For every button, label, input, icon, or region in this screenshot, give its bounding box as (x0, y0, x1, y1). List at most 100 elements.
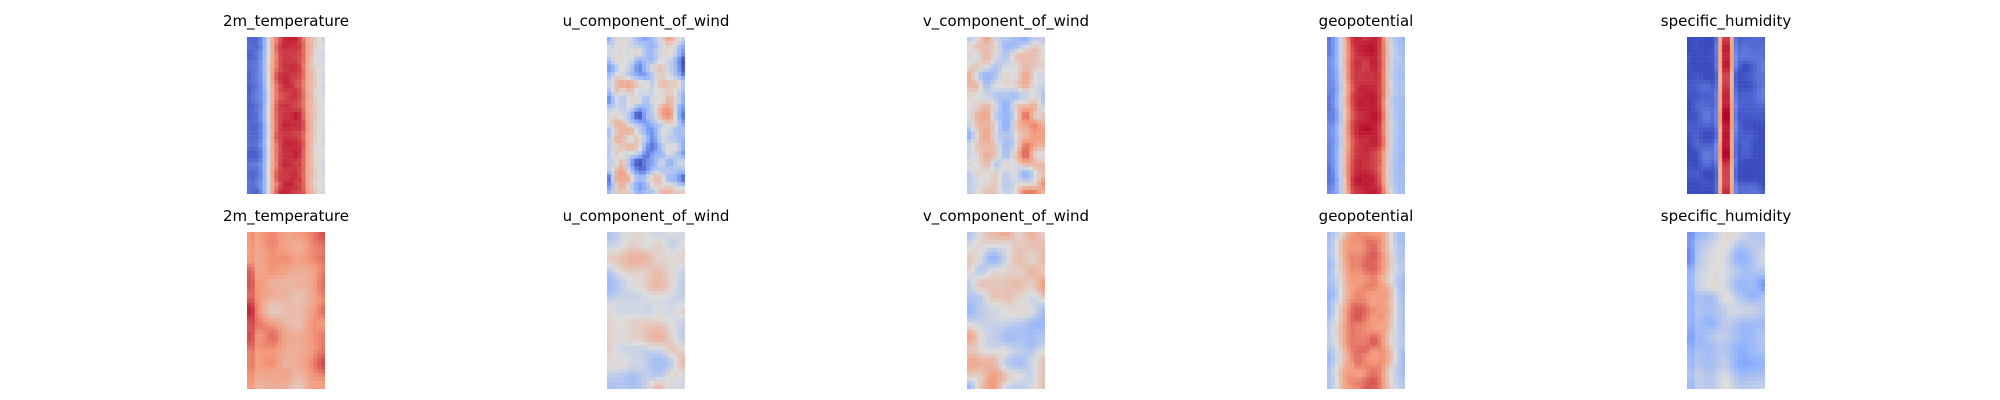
heatmap-cell (677, 232, 682, 237)
heatmap-cell (1757, 190, 1762, 194)
heatmap-cell (309, 95, 314, 100)
heatmap-cell (270, 80, 275, 85)
heatmap-cell (258, 64, 263, 69)
heatmap-cell (293, 60, 298, 65)
heatmap-cell (321, 150, 325, 155)
heatmap-cell (653, 146, 658, 152)
heatmap-cell (1025, 40, 1030, 46)
heatmap-cell (681, 37, 685, 42)
heatmap-cell (297, 64, 302, 69)
heatmap-cell (1745, 142, 1750, 148)
heatmap-cell (634, 146, 639, 152)
heatmap-cell (1729, 107, 1734, 112)
heatmap-cell (1369, 107, 1374, 112)
heatmap-cell (994, 166, 999, 171)
heatmap-cell (1013, 60, 1018, 65)
heatmap-cell (317, 190, 322, 194)
heatmap-cell (293, 345, 298, 350)
heatmap-cell (673, 139, 678, 144)
heatmap-cell (1397, 131, 1402, 136)
heatmap-cell (1377, 139, 1382, 144)
heatmap-cell (994, 170, 999, 175)
heatmap-cell (289, 357, 294, 362)
heatmap-cell (1741, 127, 1746, 132)
heatmap-cell (1745, 48, 1750, 53)
heatmap-cell (266, 357, 271, 362)
heatmap-cell (626, 239, 631, 244)
heatmap-cell (1737, 80, 1742, 85)
heatmap-cell (305, 40, 310, 46)
heatmap-cell (317, 235, 322, 241)
heatmap-cell (313, 302, 318, 307)
heatmap-cell (254, 76, 259, 81)
heatmap-cell (258, 349, 263, 354)
heatmap-cell (254, 290, 259, 295)
heatmap-cell (1037, 150, 1042, 155)
heatmap-cell (622, 37, 627, 42)
heatmap-cell (642, 119, 647, 124)
heatmap-cell (289, 154, 294, 159)
heatmap-cell (293, 99, 298, 104)
heatmap-cell (278, 251, 283, 256)
heatmap-cell (1002, 150, 1007, 155)
heatmap-cell (1013, 56, 1018, 61)
heatmap-cell (661, 135, 666, 140)
heatmap-cell (247, 60, 252, 65)
heatmap-cell (289, 48, 294, 53)
heatmap-cell (250, 267, 255, 272)
heatmap-cell (1714, 80, 1719, 85)
heatmap-cell (630, 60, 635, 65)
heatmap-cell (681, 135, 685, 140)
heatmap-cell (305, 80, 310, 85)
heatmap-cell (653, 115, 658, 120)
heatmap-cell (1702, 107, 1707, 112)
heatmap-cell (982, 37, 987, 42)
heatmap-cell (1385, 40, 1390, 46)
heatmap-cell (677, 150, 682, 155)
heatmap-cell (1706, 186, 1711, 191)
heatmap-cell (665, 243, 670, 248)
heatmap-cell (673, 232, 678, 237)
heatmap-cell (254, 263, 259, 268)
heatmap-cell (618, 52, 623, 57)
heatmap-cell (1327, 64, 1332, 69)
heatmap-cell (1698, 95, 1703, 100)
heatmap-cell (970, 48, 975, 53)
heatmap-cell (1749, 146, 1754, 152)
heatmap-cell (634, 88, 639, 93)
heatmap-cell (1710, 84, 1715, 89)
heatmap-cell (282, 154, 287, 159)
heatmap-cell (321, 247, 325, 252)
heatmap-cell (1753, 119, 1758, 124)
heatmap-cell (978, 52, 983, 57)
heatmap-cell (1366, 91, 1371, 97)
heatmap-cell (293, 377, 298, 382)
heatmap-cell (317, 259, 322, 264)
heatmap-cell (258, 377, 263, 382)
heatmap-cell (638, 255, 643, 260)
heatmap-cell (254, 115, 259, 120)
heatmap-cell (1358, 178, 1363, 183)
heatmap-cell (270, 357, 275, 362)
heatmap-cell (1373, 178, 1378, 183)
heatmap-cell (247, 377, 252, 382)
heatmap-cell (266, 341, 271, 347)
heatmap-cell (286, 251, 291, 256)
heatmap-cell (1687, 88, 1692, 93)
heatmap-cell (1389, 131, 1394, 136)
heatmap-cell (301, 345, 306, 350)
heatmap-cell (1369, 44, 1374, 49)
heatmap-cell (626, 103, 631, 108)
heatmap-cell (1327, 72, 1332, 77)
heatmap-cell (289, 44, 294, 49)
heatmap-cell (1009, 135, 1014, 140)
heatmap-cell (1393, 170, 1398, 175)
heatmap-cell (266, 243, 271, 248)
heatmap-cell (970, 103, 975, 108)
heatmap-cell (1013, 80, 1018, 85)
heatmap-cell (653, 235, 658, 241)
heatmap-cell (313, 255, 318, 260)
heatmap-cell (293, 91, 298, 97)
heatmap-cell (1009, 84, 1014, 89)
heatmap-cell (1401, 174, 1405, 179)
